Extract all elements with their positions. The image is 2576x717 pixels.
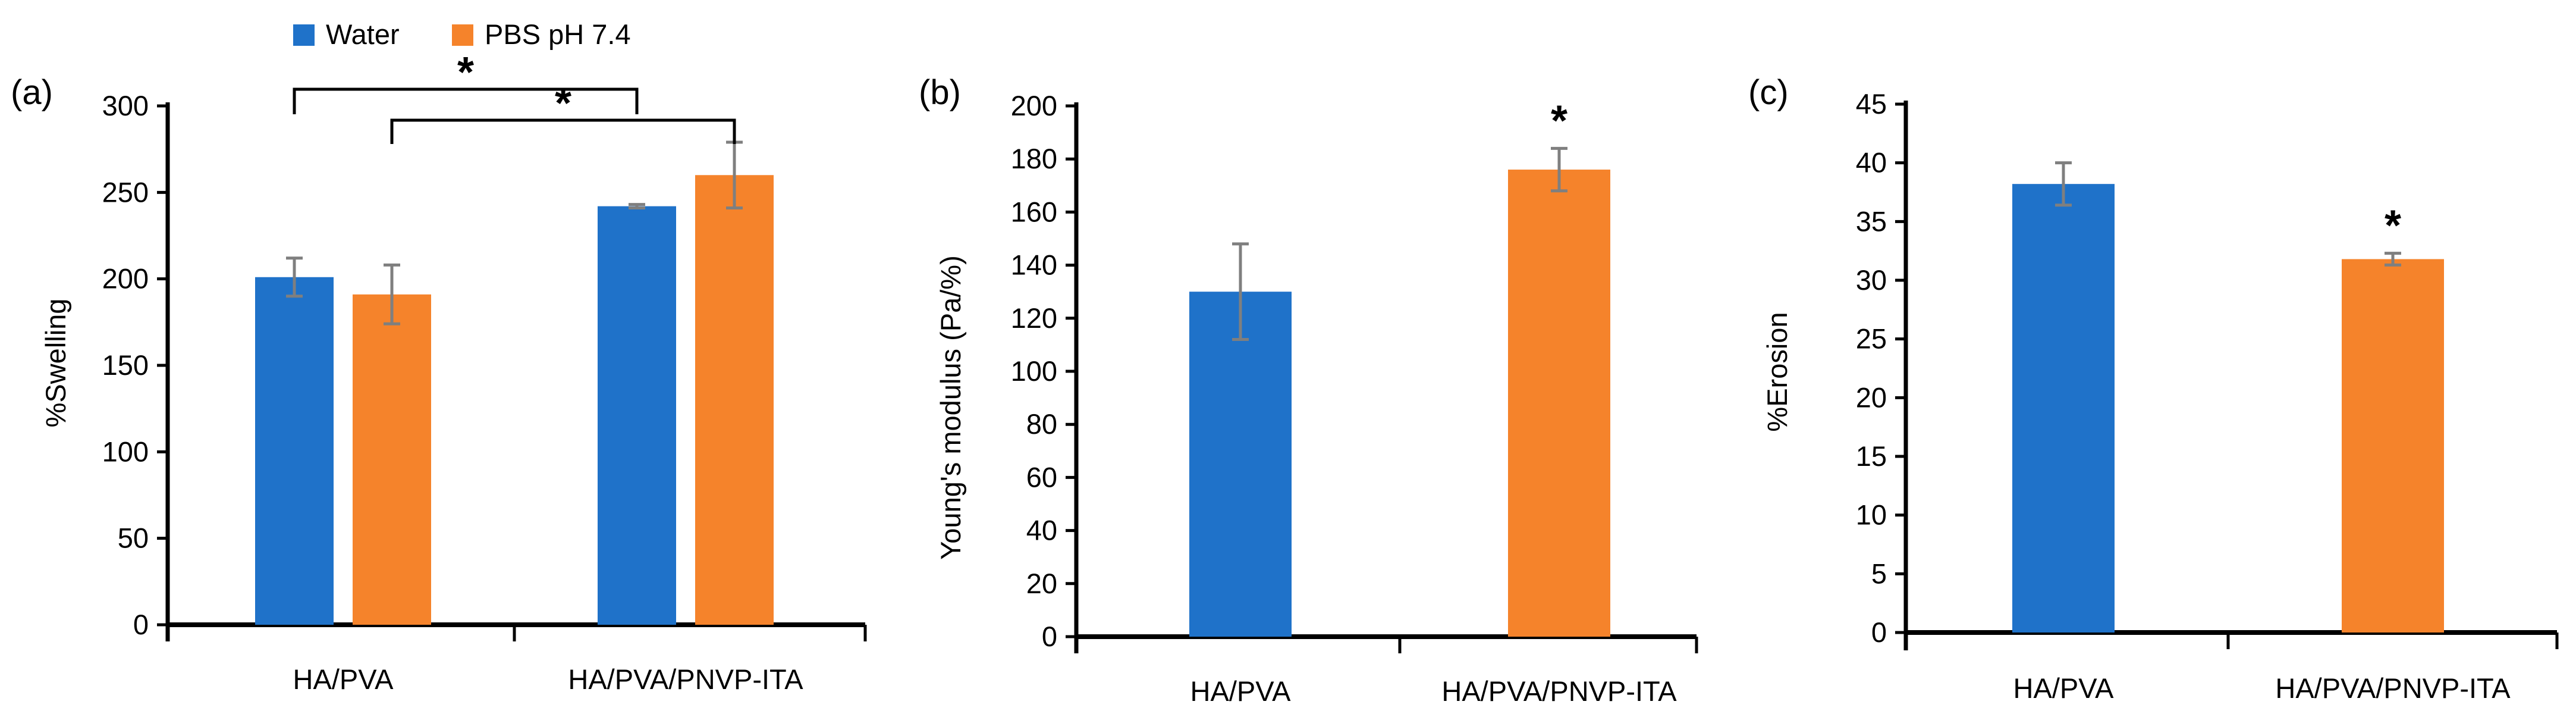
panel-erosion: (c) %Erosion 0 5 10 15 20 25 30 35 40 45 HA/PVA HA/…	[1748, 73, 2559, 704]
y-tick-label: 20	[1026, 568, 1057, 599]
y-tick-label: 160	[1011, 196, 1057, 227]
y-tick-label: 40	[1026, 515, 1057, 546]
panel-swelling: (a) %Swelling 0 50 100 150 200 250 300 HA/PVA HA…	[11, 49, 867, 695]
y-tick-label: 0	[133, 609, 149, 640]
y-tick-label: 250	[102, 176, 149, 208]
legend-swatch-water	[293, 24, 315, 46]
y-tick-label: 5	[1871, 558, 1887, 589]
y-tick-label: 200	[102, 263, 149, 295]
y-tick-label: 10	[1856, 499, 1887, 531]
y-tick-label: 60	[1026, 461, 1057, 493]
panel-youngs-modulus: (b) Young's modulus (Pa/%) 0 20 40 60 80 100 1…	[919, 73, 1698, 707]
significance-bracket	[390, 118, 736, 144]
legend-label-pbs: PBS pH 7.4	[485, 18, 631, 50]
y-axis-title-youngs-modulus: Young's modulus (Pa/%)	[935, 255, 966, 559]
y-tick-label: 40	[1856, 147, 1887, 179]
y-tick-label: 45	[1856, 88, 1887, 120]
y-axis-title-swelling: %Swelling	[40, 299, 71, 428]
significance-marker: *	[1551, 97, 1567, 145]
y-tick-label: 180	[1011, 143, 1057, 174]
bar-ha-pva	[2012, 184, 2115, 633]
y-tick-label: 200	[1011, 90, 1057, 121]
panel-label-a: (a)	[11, 73, 53, 112]
x-category-label: HA/PVA/PNVP-ITA	[568, 663, 803, 695]
y-tick-label: 120	[1011, 302, 1057, 334]
y-tick-label: 25	[1856, 323, 1887, 355]
y-tick-label: 80	[1026, 408, 1057, 440]
x-category-label: HA/PVA/PNVP-ITA	[2275, 672, 2511, 704]
bar-water	[598, 206, 676, 625]
y-tick-label: 0	[1871, 616, 1887, 648]
legend-swatch-pbs	[452, 24, 473, 46]
significance-bracket	[293, 87, 639, 114]
y-tick-label: 100	[102, 436, 149, 467]
y-tick-label: 150	[102, 349, 149, 381]
bar-ha-pva-pnvp-ita	[2342, 259, 2444, 633]
x-category-label: HA/PVA	[293, 663, 394, 695]
significance-marker: *	[2385, 202, 2401, 250]
significance-marker: *	[555, 80, 571, 127]
x-category-label: HA/PVA	[1190, 675, 1292, 707]
bar-pbs	[695, 175, 774, 625]
y-tick-label: 35	[1856, 205, 1887, 237]
y-tick-label: 0	[1042, 621, 1057, 652]
y-tick-label: 15	[1856, 440, 1887, 472]
significance-marker: *	[457, 49, 474, 96]
y-tick-label: 300	[102, 90, 149, 121]
y-tick-label: 20	[1856, 381, 1887, 413]
bar-ha-pva	[1189, 292, 1292, 637]
y-axis-title-erosion: %Erosion	[1761, 312, 1793, 431]
y-tick-label: 140	[1011, 249, 1057, 281]
bar-ha-pva-pnvp-ita	[1508, 170, 1610, 637]
legend-label-water: Water	[326, 18, 400, 50]
y-tick-label: 100	[1011, 355, 1057, 387]
x-category-label: HA/PVA/PNVP-ITA	[1441, 675, 1677, 707]
x-category-label: HA/PVA	[2013, 672, 2115, 704]
legend: Water PBS pH 7.4	[293, 18, 631, 50]
y-tick-label: 50	[118, 522, 149, 554]
panel-label-c: (c)	[1748, 73, 1789, 112]
panel-label-b: (b)	[919, 73, 961, 112]
bar-pbs	[353, 294, 431, 625]
bar-water	[255, 277, 334, 625]
y-tick-label: 30	[1856, 264, 1887, 296]
